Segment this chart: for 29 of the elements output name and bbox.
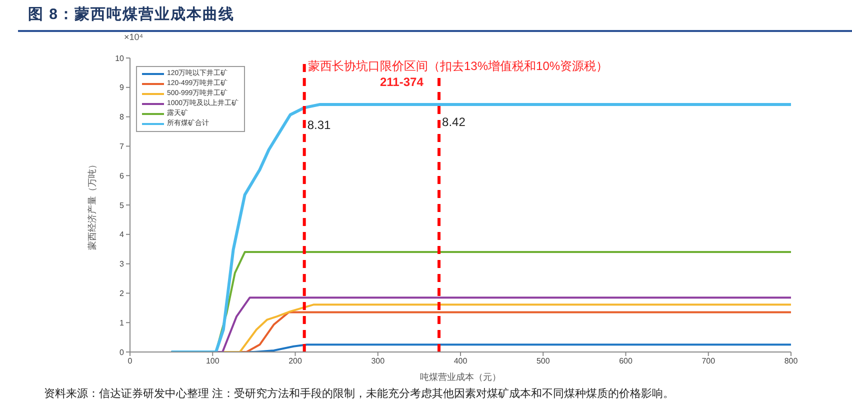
y-tick-label: 2 <box>120 289 125 298</box>
annotation: 8.31 <box>307 118 332 132</box>
x-axis-title: 吨煤营业成本（元） <box>420 372 501 382</box>
x-tick-label: 200 <box>288 356 302 366</box>
annotation: 8.42 <box>442 114 466 129</box>
x-tick-label: 500 <box>536 356 550 366</box>
x-tick-label: 400 <box>454 356 468 366</box>
x-tick-label: 0 <box>128 356 133 366</box>
y-tick-label: 5 <box>120 200 125 210</box>
chart-title: 图 8：蒙西吨煤营业成本曲线 <box>28 5 235 24</box>
y-tick-label: 0 <box>120 348 125 357</box>
x-tick-label: 800 <box>784 356 798 366</box>
x-tick-label: 600 <box>619 356 633 366</box>
y-tick-label: 10 <box>115 54 125 63</box>
y-tick-label: 8 <box>120 112 125 122</box>
annotation: 211-374 <box>378 75 426 89</box>
y-tick-label: 6 <box>120 171 125 180</box>
y-tick-label: 7 <box>120 142 125 152</box>
y-tick-label: 9 <box>120 83 125 92</box>
y-tick-label: 3 <box>120 260 125 269</box>
x-tick-label: 300 <box>371 356 386 366</box>
y-tick-label: 4 <box>120 230 125 240</box>
y-tick-label: 1 <box>120 318 125 328</box>
y-axis-title: 蒙西经济产量（万吨） <box>87 160 98 250</box>
text: ×10⁴ <box>124 32 144 42</box>
x-tick-label: 100 <box>206 356 220 366</box>
annotation: 蒙西长协坑口限价区间（扣去13%增值税和10%资源税） <box>308 58 608 75</box>
x-tick-label: 700 <box>702 356 716 366</box>
text: 资料来源：信达证券研发中心整理 注：受研究方法和手段的限制，未能充分考虑其他因素对煤矿成本和不同煤种煤质的价格影响。 <box>44 386 674 401</box>
